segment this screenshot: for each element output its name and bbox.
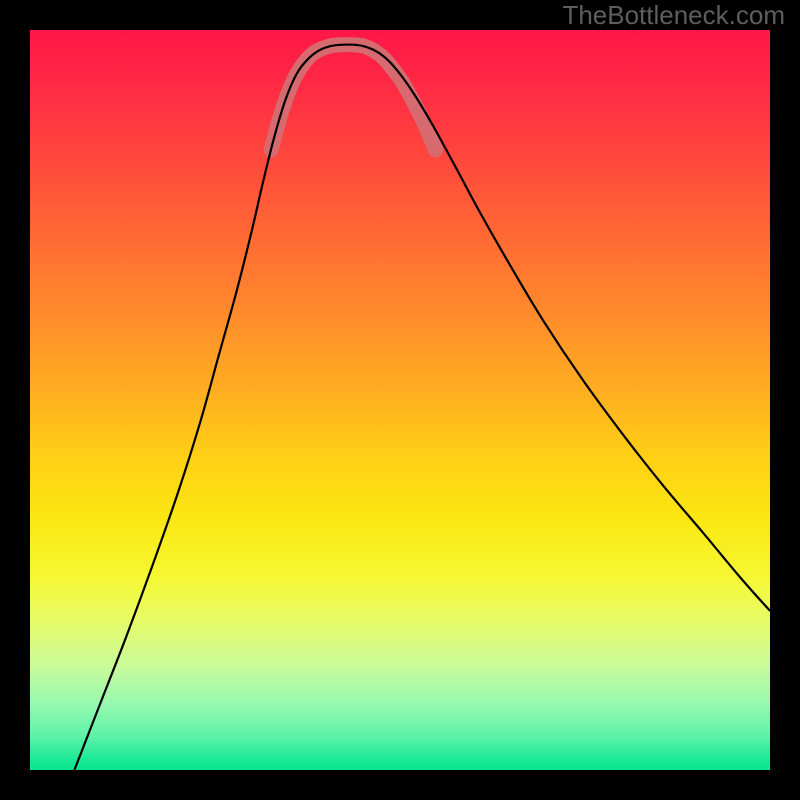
highlight-curve [271, 45, 435, 150]
chart-svg [30, 30, 770, 770]
plot-area [30, 30, 770, 770]
watermark-text: TheBottleneck.com [562, 0, 785, 31]
main-curve [74, 45, 770, 770]
